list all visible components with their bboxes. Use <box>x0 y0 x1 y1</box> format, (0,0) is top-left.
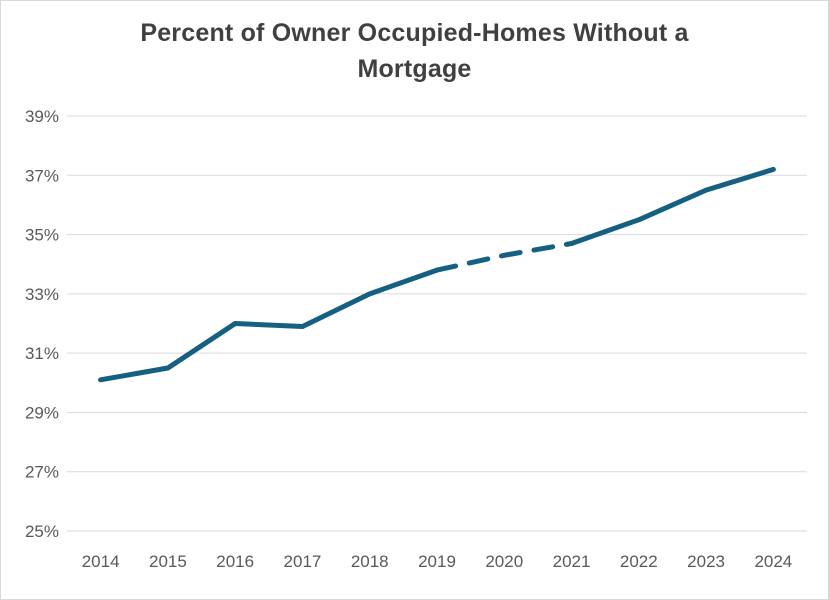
x-axis-tick-label: 2021 <box>553 552 591 571</box>
chart-title: Percent of Owner Occupied-Homes Without … <box>140 19 689 83</box>
y-axis-tick-label: 27% <box>25 463 59 482</box>
y-axis-tick-label: 31% <box>25 344 59 363</box>
x-axis-tick-label: 2023 <box>687 552 725 571</box>
y-axis-tick-label: 39% <box>25 107 59 126</box>
y-axis-tick-label: 35% <box>25 226 59 245</box>
x-axis-tick-label: 2019 <box>418 552 456 571</box>
data-line-dashed <box>434 241 574 273</box>
y-axis-tick-label: 29% <box>25 403 59 422</box>
x-axis-tick-label: 2017 <box>284 552 322 571</box>
x-axis-tick-label: 2022 <box>620 552 658 571</box>
x-axis-tick-label: 2020 <box>485 552 523 571</box>
data-line-solid <box>569 166 776 246</box>
x-axis-tick-label: 2018 <box>351 552 389 571</box>
x-axis-tick-label: 2024 <box>754 552 792 571</box>
x-axis-tick-label: 2016 <box>216 552 254 571</box>
x-axis-tick-label: 2015 <box>149 552 187 571</box>
y-axis-tick-label: 33% <box>25 285 59 304</box>
y-axis-tick-label: 37% <box>25 166 59 185</box>
x-axis-tick-label: 2014 <box>82 552 120 571</box>
y-axis-tick-label: 25% <box>25 522 59 541</box>
data-line-solid <box>98 267 440 383</box>
